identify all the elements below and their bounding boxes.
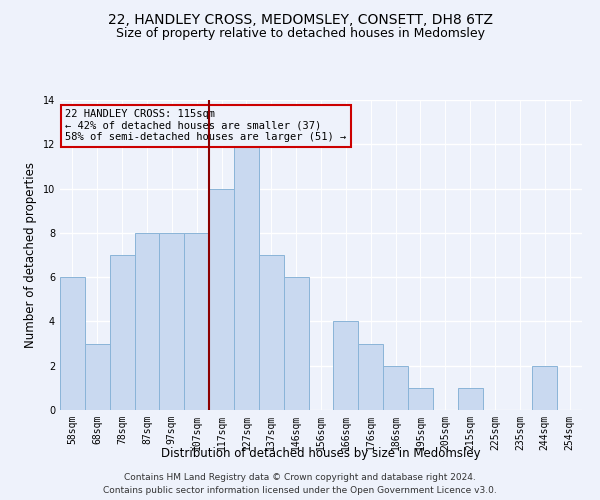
Bar [160, 233, 184, 410]
Bar [85, 344, 110, 410]
Text: Contains HM Land Registry data © Crown copyright and database right 2024.: Contains HM Land Registry data © Crown c… [124, 472, 476, 482]
Text: Size of property relative to detached houses in Medomsley: Size of property relative to detached ho… [115, 28, 485, 40]
Bar [408, 388, 433, 410]
Bar [110, 255, 134, 410]
Bar [60, 277, 85, 410]
Bar [532, 366, 557, 410]
Text: 22, HANDLEY CROSS, MEDOMSLEY, CONSETT, DH8 6TZ: 22, HANDLEY CROSS, MEDOMSLEY, CONSETT, D… [107, 12, 493, 26]
Text: Distribution of detached houses by size in Medomsley: Distribution of detached houses by size … [161, 448, 481, 460]
Text: 22 HANDLEY CROSS: 115sqm
← 42% of detached houses are smaller (37)
58% of semi-d: 22 HANDLEY CROSS: 115sqm ← 42% of detach… [65, 110, 346, 142]
Bar [358, 344, 383, 410]
Bar [383, 366, 408, 410]
Bar [134, 233, 160, 410]
Bar [209, 188, 234, 410]
Bar [284, 277, 308, 410]
Text: Contains public sector information licensed under the Open Government Licence v3: Contains public sector information licen… [103, 486, 497, 495]
Bar [184, 233, 209, 410]
Bar [234, 144, 259, 410]
Bar [259, 255, 284, 410]
Bar [334, 322, 358, 410]
Y-axis label: Number of detached properties: Number of detached properties [24, 162, 37, 348]
Bar [458, 388, 482, 410]
